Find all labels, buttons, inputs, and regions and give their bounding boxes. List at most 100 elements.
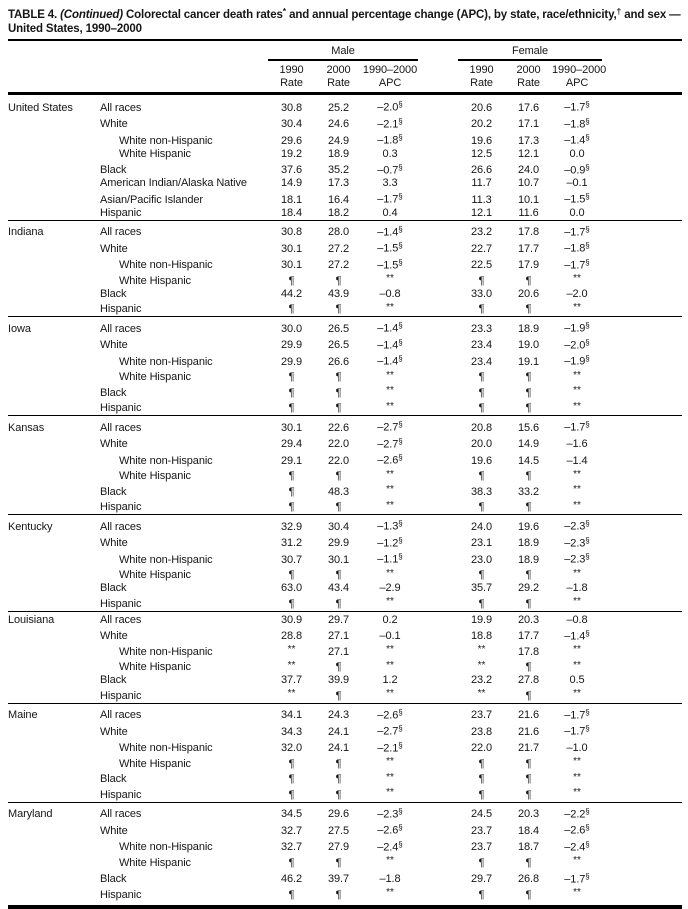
male-2000-rate-cell: 18.9 — [327, 147, 349, 160]
male-2000-rate-cell: 27.1 — [327, 645, 349, 658]
male-apc-cell: 1.2 — [382, 674, 398, 686]
male-1990-rate-cell: 29.1 — [280, 454, 302, 467]
female-1990-rate-cell: ¶ — [478, 757, 485, 770]
section-footnote-marker: § — [398, 257, 403, 267]
female-2000-rate-cell: ¶ — [525, 274, 532, 287]
section-footnote-marker: § — [585, 707, 590, 717]
race-ethnicity-label: White non-Hispanic — [119, 645, 213, 658]
male-2000-rate-cell: 27.1 — [327, 630, 349, 642]
state-section: Kansas All races 30.1 22.6 –2.7§ 20.8 15.6 –1.7… — [8, 415, 683, 515]
female-1990-rate-cell: 19.9 — [458, 610, 506, 627]
male-2000-rate-cell: 30.4 — [315, 514, 362, 534]
race-ethnicity-label: Hispanic — [100, 402, 142, 414]
male-1990-header: 1990 — [279, 64, 304, 76]
male-1990-rate-cell: ¶ — [288, 856, 295, 869]
female-2000-rate-cell: 18.9 — [505, 316, 553, 336]
female-1990-rate-cell: ¶ — [478, 888, 485, 901]
female-1990-rate-cell: ¶ — [478, 303, 485, 315]
male-apc-cell: ** — [362, 755, 418, 771]
male-1990-rate-cell: 19.2 — [280, 147, 302, 160]
table-row: White non-Hispanic 29.1 22.0 –2.6§ 19.6 14.5 –… — [8, 451, 682, 468]
group-gap — [418, 468, 458, 484]
race-ethnicity-label: White — [100, 118, 128, 130]
state-label: Maryland — [8, 801, 100, 821]
section-footnote-marker: § — [585, 100, 590, 109]
female-2000-rate-cell: ¶ — [525, 888, 532, 901]
group-gap — [418, 288, 458, 301]
unreliable-marker: ** — [477, 688, 486, 699]
female-apc-cell: –1.9§ — [552, 316, 603, 336]
state-label — [8, 534, 100, 551]
female-2000-rate-cell: 21.6 — [505, 702, 553, 722]
female-1990-rate-cell: 22.5 — [471, 259, 493, 271]
female-group-header: Female — [458, 40, 603, 61]
table-row: White non-Hispanic ** 27.1 ** ** 17.8 ** — [8, 643, 682, 659]
race-ethnicity-label: All races — [100, 801, 268, 821]
unreliable-marker: ** — [573, 771, 581, 783]
male-2000-rate-cell: 26.5 — [327, 339, 349, 351]
male-1990-rate-cell: 32.7 — [280, 824, 302, 837]
group-gap — [418, 272, 458, 288]
unreliable-marker: ** — [573, 468, 581, 480]
row-filler — [602, 239, 682, 256]
group-gap — [418, 301, 458, 317]
state-label — [8, 739, 100, 756]
female-apc-cell: –1.4§ — [564, 628, 590, 643]
state-label — [8, 400, 100, 416]
group-gap — [418, 514, 459, 534]
race-ethnicity-label: White Hispanic — [119, 569, 191, 581]
row-filler — [602, 415, 683, 435]
table-row: White 34.3 24.1 –2.7§ 23.8 21.6 –1.7§ — [8, 722, 682, 739]
unreliable-marker: ** — [573, 688, 581, 699]
male-1990-rate-cell: ¶ — [288, 597, 295, 610]
header-filler — [602, 77, 683, 95]
female-apc-cell: –1.5§ — [564, 192, 590, 206]
female-1990-rate-cell: 23.2 — [471, 674, 493, 686]
female-2000-rate-cell: ¶ — [525, 597, 532, 610]
male-apc-cell: –2.6§ — [377, 453, 403, 467]
female-2000-rate-cell: ¶ — [525, 661, 532, 673]
state-section: Kentucky All races 32.9 30.4 –1.3§ 24.0 19.6 –2… — [8, 514, 683, 612]
female-2000-rate-cell: 14.9 — [518, 438, 540, 450]
row-filler — [602, 288, 682, 301]
table-row: Hispanic 18.4 18.2 0.4 12.1 11.6 0.0 — [8, 207, 682, 221]
state-label: Iowa — [8, 316, 100, 336]
female-1990-rate-cell: 11.3 — [471, 193, 492, 206]
group-gap — [418, 60, 458, 77]
group-gap — [418, 870, 458, 887]
female-1990-rate-cell: ** — [458, 659, 505, 675]
row-filler — [602, 643, 682, 659]
male-2000-rate-cell: ¶ — [335, 773, 342, 785]
female-apc-cell: –2.4§ — [564, 839, 590, 854]
male-1990-rate-cell: 30.8 — [280, 101, 302, 114]
title-text-3: and sex — — [621, 9, 681, 21]
female-apc-cell: ** — [552, 499, 602, 515]
female-apc-cell: ** — [552, 483, 602, 499]
unreliable-marker: ** — [386, 499, 394, 511]
state-label — [8, 722, 100, 739]
row-filler — [602, 316, 683, 336]
male-2000-rate-cell: 39.9 — [327, 674, 349, 686]
race-ethnicity-label: White Hispanic — [119, 371, 191, 383]
female-apc-cell: 0.0 — [569, 147, 585, 160]
female-range-header: 1990–2000 — [552, 64, 607, 76]
female-1990-rate-cell: ¶ — [478, 274, 485, 287]
female-2000-rate-cell: 15.6 — [505, 415, 553, 435]
race-ethnicity-label: Hispanic — [100, 597, 142, 610]
row-filler — [602, 207, 682, 221]
row-filler — [602, 272, 682, 288]
male-2000-rate-cell: 27.9 — [327, 841, 349, 853]
unreliable-marker: ** — [573, 659, 581, 671]
race-ethnicity-label: Hispanic — [100, 888, 142, 901]
male-2000-rate-cell: ¶ — [335, 386, 342, 399]
unreliable-marker: ** — [386, 659, 394, 671]
group-gap — [418, 659, 458, 675]
section-footnote-marker: § — [398, 806, 403, 816]
header-filler — [602, 60, 682, 77]
death-rates-table: Male Female 1990 2000 1990–2000 1990 200… — [8, 39, 683, 909]
male-2000-rate-cell: ¶ — [335, 303, 342, 315]
row-filler — [602, 301, 682, 317]
female-2000-rate-cell: 20.3 — [505, 801, 553, 821]
female-2000-rate-cell: 26.8 — [518, 873, 540, 885]
row-filler — [602, 771, 682, 787]
